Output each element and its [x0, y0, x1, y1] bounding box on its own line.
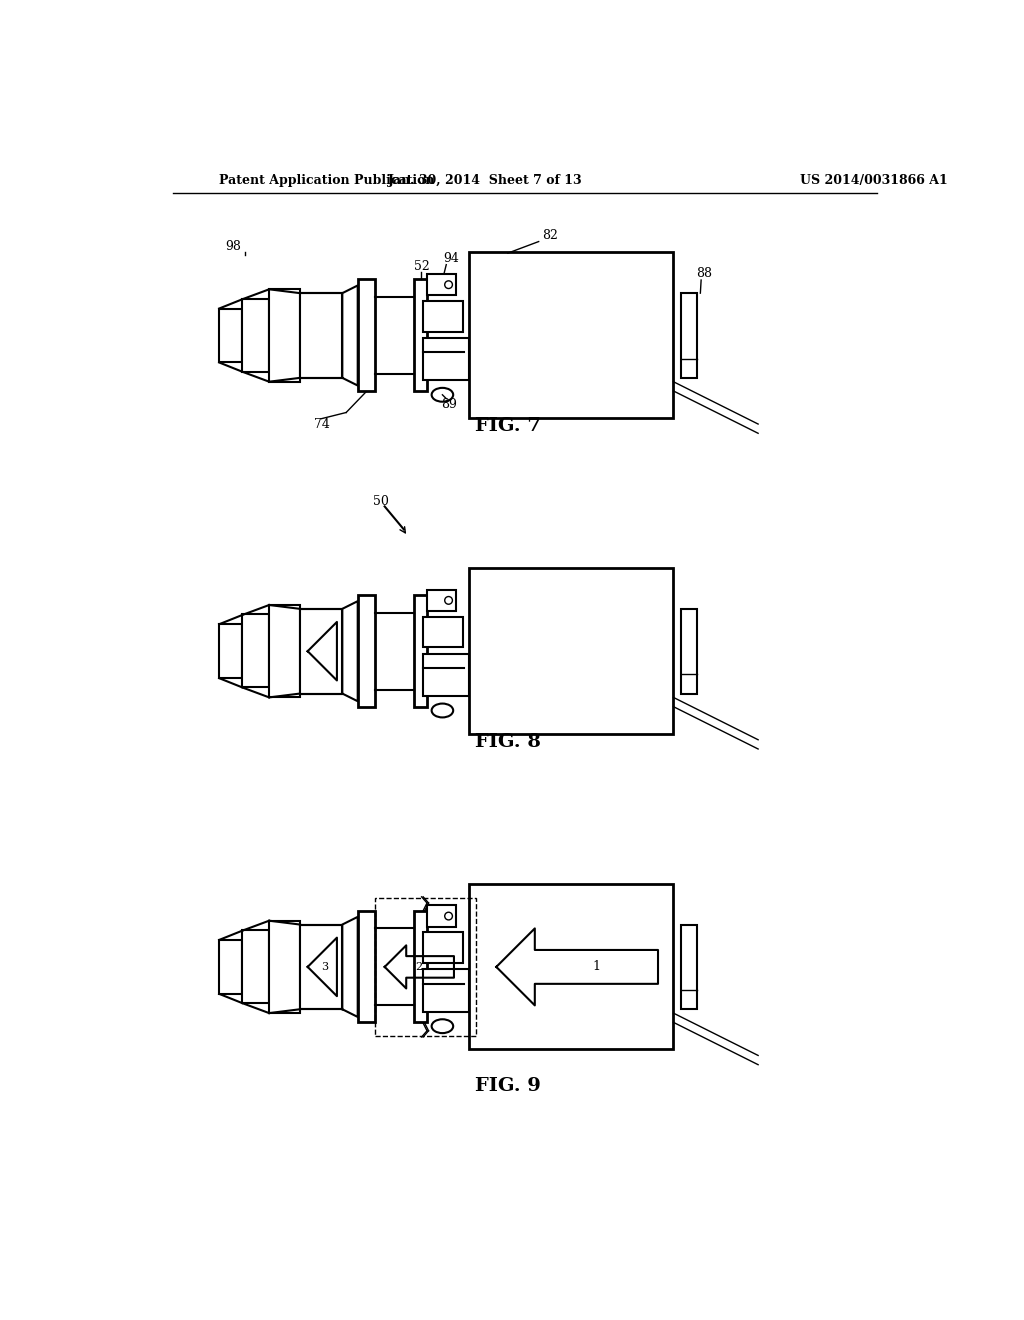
Bar — [357, 911, 375, 1022]
Bar — [427, 590, 457, 611]
Bar — [300, 924, 342, 1010]
Ellipse shape — [432, 388, 454, 401]
Bar — [427, 906, 457, 927]
Text: 1: 1 — [593, 961, 600, 973]
Bar — [243, 929, 269, 1003]
Bar — [423, 932, 463, 964]
Text: FIG. 7: FIG. 7 — [475, 417, 541, 436]
Bar — [376, 898, 475, 1036]
Text: 98: 98 — [225, 240, 241, 253]
Bar — [269, 921, 300, 1014]
Bar — [681, 293, 696, 378]
Bar — [423, 653, 469, 696]
Bar — [423, 301, 463, 331]
Bar — [414, 595, 427, 706]
Text: 2: 2 — [416, 962, 423, 972]
Bar — [300, 609, 342, 693]
Bar — [357, 595, 375, 706]
Bar — [269, 605, 300, 697]
Bar — [681, 924, 696, 1010]
Ellipse shape — [432, 704, 454, 718]
Bar — [269, 289, 300, 381]
Bar — [469, 568, 674, 734]
Bar — [414, 280, 427, 391]
Text: 74: 74 — [313, 417, 330, 430]
Text: 3: 3 — [322, 962, 328, 972]
Text: Patent Application Publication: Patent Application Publication — [219, 174, 434, 187]
Ellipse shape — [444, 281, 453, 289]
Bar — [243, 298, 269, 372]
Bar — [243, 614, 269, 688]
Text: 89: 89 — [440, 399, 457, 412]
Bar — [681, 609, 696, 693]
Text: FIG. 8: FIG. 8 — [475, 733, 541, 751]
Bar — [427, 275, 457, 296]
Bar — [423, 616, 463, 647]
Bar — [469, 884, 674, 1049]
Text: FIG. 9: FIG. 9 — [475, 1077, 541, 1096]
Text: 52: 52 — [414, 260, 429, 273]
Text: 94: 94 — [443, 252, 460, 265]
Ellipse shape — [432, 1019, 454, 1034]
Bar — [423, 969, 469, 1011]
Text: US 2014/0031866 A1: US 2014/0031866 A1 — [801, 174, 948, 187]
Bar — [300, 293, 342, 378]
Ellipse shape — [444, 597, 453, 605]
Ellipse shape — [444, 912, 453, 920]
Bar — [423, 338, 469, 380]
Text: 82: 82 — [543, 228, 558, 242]
Bar — [469, 252, 674, 418]
Bar — [357, 280, 375, 391]
Text: 88: 88 — [696, 268, 713, 280]
Bar — [219, 624, 243, 678]
Text: 50: 50 — [373, 495, 389, 508]
Bar — [219, 309, 243, 363]
Text: Jan. 30, 2014  Sheet 7 of 13: Jan. 30, 2014 Sheet 7 of 13 — [387, 174, 582, 187]
Bar — [414, 911, 427, 1022]
Bar — [219, 940, 243, 994]
